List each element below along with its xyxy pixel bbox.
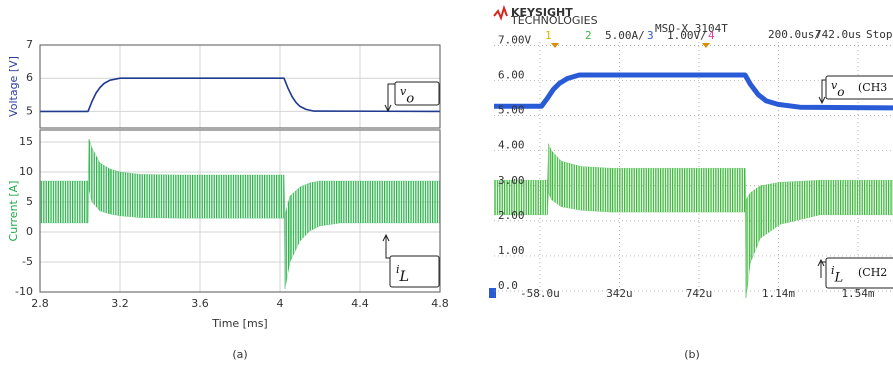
scope-x-label: -58.0u bbox=[520, 287, 560, 300]
page: {"chart_data": [ {"type": "line", "ylabe… bbox=[0, 0, 893, 374]
ripple-band bbox=[820, 180, 893, 215]
scope-x-label: 1.54m bbox=[841, 287, 874, 300]
y-axis-label: Voltage [V] bbox=[7, 56, 20, 117]
scope-y-label: 6.00 bbox=[498, 69, 525, 82]
scope-y-label: 0.0 bbox=[498, 279, 518, 292]
annotation: vo(CH3 bbox=[819, 76, 893, 103]
brand-logo bbox=[494, 8, 507, 18]
ripple-band bbox=[40, 181, 88, 223]
status: Stop bbox=[866, 28, 893, 41]
ripple-band bbox=[340, 181, 440, 223]
y-axis-label: Current [A] bbox=[7, 181, 20, 242]
ripple-band bbox=[300, 183, 310, 241]
ripple-band bbox=[581, 167, 611, 213]
ripple-band bbox=[89, 139, 92, 202]
series-line bbox=[40, 78, 440, 111]
ripple-band bbox=[561, 161, 581, 210]
x-tick-label: 3.2 bbox=[111, 297, 129, 310]
scope-x-label: 742u bbox=[686, 287, 713, 300]
x-tick-label: 4.8 bbox=[431, 297, 449, 310]
scope-y-label: 5.00 bbox=[498, 104, 525, 117]
ripple-band bbox=[92, 148, 100, 211]
channel-label: 1 bbox=[545, 29, 552, 42]
channel-label: 1.00V/ bbox=[667, 29, 707, 42]
y-tick-label: 5 bbox=[26, 195, 33, 208]
annotation-arrow bbox=[385, 84, 395, 111]
scope-x-label: 342u bbox=[606, 287, 633, 300]
ripple-band bbox=[320, 181, 340, 226]
math-subscript: L bbox=[399, 269, 410, 285]
delay: 742.0us bbox=[815, 28, 861, 41]
ripple-band bbox=[549, 144, 552, 200]
annotation-note: (CH2 bbox=[858, 266, 887, 279]
scope-x-label: 1.14m bbox=[762, 287, 795, 300]
ripple-band bbox=[140, 174, 180, 218]
channel-label: 3 bbox=[647, 29, 654, 42]
timebase: 200.0us/ bbox=[768, 28, 821, 41]
ripple-band bbox=[285, 196, 290, 289]
ripple-band bbox=[100, 163, 110, 214]
scope-y-label: 3.00 bbox=[498, 174, 525, 187]
channel-label: 2 bbox=[585, 29, 592, 42]
annotation-note: (CH3 bbox=[858, 81, 887, 94]
ripple-band bbox=[180, 175, 284, 218]
ripple-band bbox=[290, 187, 300, 262]
channel-label: 4 bbox=[708, 29, 715, 42]
x-axis-label: Time [ms] bbox=[211, 317, 267, 330]
ripple-band bbox=[611, 168, 745, 212]
annotation-arrow bbox=[383, 235, 390, 258]
panel-label: (b) bbox=[684, 348, 700, 361]
brand-sub: TECHNOLOGIES bbox=[510, 14, 598, 27]
x-tick-label: 4.4 bbox=[351, 297, 369, 310]
annotation: iL(CH2 bbox=[818, 258, 893, 288]
channel-label: 5.00A/ bbox=[605, 29, 645, 42]
annotation: iL bbox=[383, 235, 439, 287]
scope-y-label: 7.00V bbox=[498, 34, 531, 47]
panel-label: (a) bbox=[232, 348, 247, 361]
y-tick-label: 0 bbox=[26, 225, 33, 238]
x-tick-label: 4 bbox=[277, 297, 284, 310]
y-tick-label: 5 bbox=[26, 104, 33, 117]
y-tick-label: 10 bbox=[19, 165, 33, 178]
math-subscript: o bbox=[837, 85, 844, 99]
scope-y-label: 2.00 bbox=[498, 209, 525, 222]
ripple-band bbox=[110, 169, 120, 216]
ripple-band bbox=[120, 172, 140, 218]
x-tick-label: 3.6 bbox=[191, 297, 209, 310]
x-tick-label: 2.8 bbox=[31, 297, 49, 310]
y-tick-label: -5 bbox=[22, 255, 33, 268]
math-subscript: o bbox=[406, 91, 414, 106]
annotation: vo bbox=[385, 82, 439, 111]
ripple-band bbox=[310, 181, 320, 231]
y-tick-label: 6 bbox=[26, 71, 33, 84]
scope-y-label: 1.00 bbox=[498, 244, 525, 257]
scope-y-label: 4.00 bbox=[498, 139, 525, 152]
math-subscript: L bbox=[834, 270, 844, 285]
y-tick-label: 15 bbox=[19, 135, 33, 148]
y-tick-label: 7 bbox=[26, 38, 33, 51]
ground-marker bbox=[489, 288, 496, 298]
figure: 567Voltage [V]vo-10-5051015Current [A]2.… bbox=[0, 0, 893, 374]
